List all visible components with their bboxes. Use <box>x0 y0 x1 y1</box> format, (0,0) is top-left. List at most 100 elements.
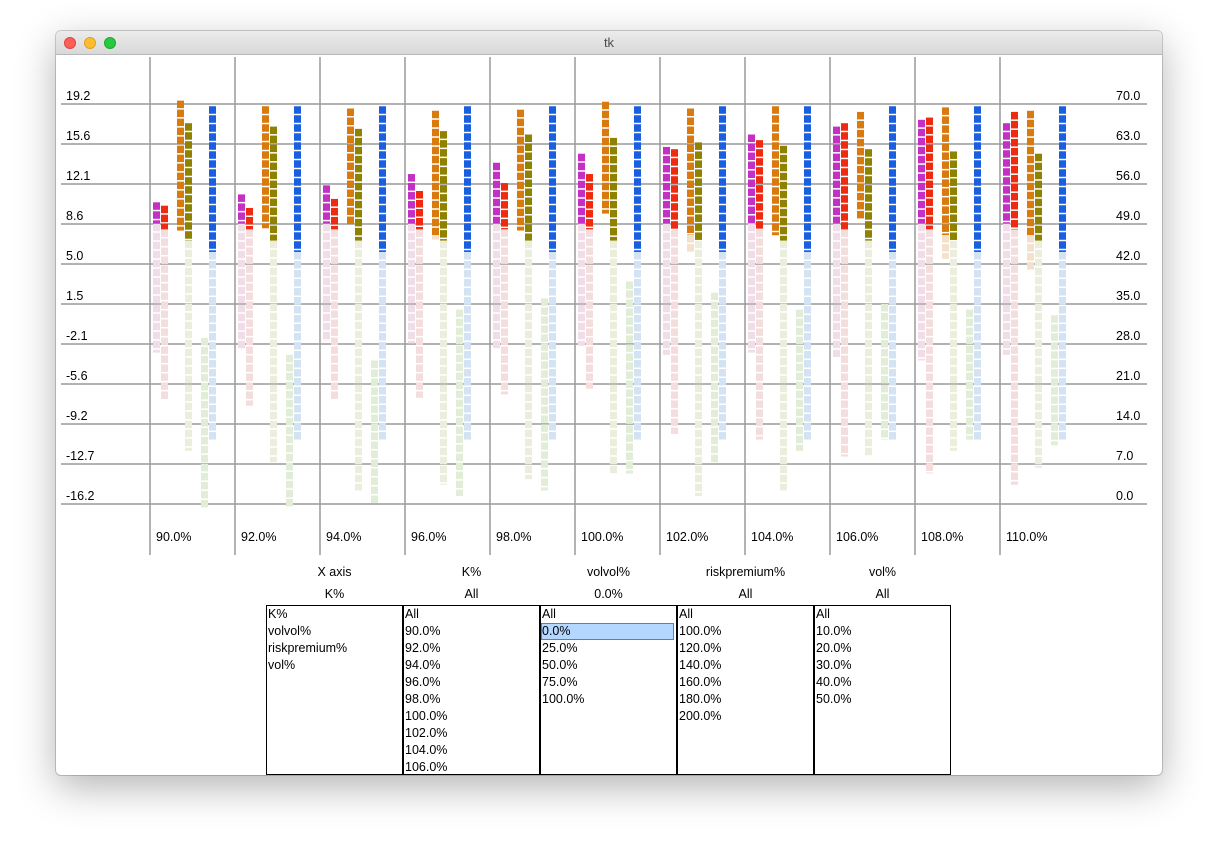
list-item[interactable]: 10.0% <box>816 624 852 638</box>
bar-block <box>634 142 641 150</box>
bar-block-pale <box>408 304 415 313</box>
series-red-bar <box>161 205 168 399</box>
list-item[interactable]: 92.0% <box>405 641 441 655</box>
list-item[interactable]: 96.0% <box>405 675 441 689</box>
riskpremium-list[interactable]: All 100.0% 120.0% 140.0% 160.0% 180.0% 200.0% <box>677 605 814 775</box>
bar-block <box>262 178 269 186</box>
list-item[interactable]: volvol% <box>268 624 312 638</box>
series-orange-bar <box>942 107 949 259</box>
k-list[interactable]: All 90.0% 92.0% 94.0% 96.0% 98.0% 100.0% 102.0%… <box>403 605 540 775</box>
list-item[interactable]: 30.0% <box>816 658 852 672</box>
list-item[interactable]: 106.0% <box>405 760 448 774</box>
bar-block <box>525 188 532 197</box>
bar-block-pale <box>578 259 585 268</box>
list-item[interactable]: riskpremium% <box>268 641 348 655</box>
category-label: 98.0% <box>496 530 531 544</box>
bar-block <box>748 188 755 197</box>
list-item[interactable]: 160.0% <box>679 675 722 689</box>
bar-block-pale <box>1011 265 1018 273</box>
vol-list[interactable]: All 10.0% 20.0% 30.0% 40.0% 50.0% <box>814 605 951 775</box>
bar-block <box>780 154 787 163</box>
volvol-list[interactable]: All 0.0% 25.0% 50.0% 75.0% 100.0% <box>540 605 677 775</box>
bar-block-pale <box>756 238 763 246</box>
bar-block-pale <box>881 313 888 321</box>
list-item[interactable]: 40.0% <box>816 675 852 689</box>
bar-block-pale <box>355 474 362 483</box>
bar-block-pale <box>804 261 811 269</box>
bar-block <box>549 196 556 204</box>
bar-block <box>719 187 726 195</box>
bar-block-pale <box>841 292 848 300</box>
list-item[interactable]: All <box>816 607 830 621</box>
list-item[interactable]: 120.0% <box>679 641 722 655</box>
series-orange-bar <box>1027 110 1034 270</box>
bar-block-pale <box>549 405 556 413</box>
list-item[interactable]: 100.0% <box>542 692 585 706</box>
list-item[interactable]: All <box>405 607 419 621</box>
bar-block-pale <box>331 373 338 381</box>
list-item[interactable]: 104.0% <box>405 743 448 757</box>
bar-block-pale <box>161 337 168 345</box>
series-orange-bar <box>857 111 864 219</box>
list-item[interactable]: 50.0% <box>542 658 578 672</box>
list-item[interactable]: 90.0% <box>405 624 441 638</box>
list-item[interactable]: 25.0% <box>542 641 578 655</box>
bar-block-pale <box>578 268 585 277</box>
list-item[interactable]: vol% <box>268 658 296 672</box>
bar-block <box>549 232 556 240</box>
bar-block-pale <box>974 288 981 296</box>
close-window-button[interactable] <box>64 37 76 49</box>
bar-block-pale <box>1051 405 1058 413</box>
list-item[interactable]: All <box>542 607 556 621</box>
bar-block-pale <box>246 238 253 246</box>
bar-block <box>262 196 269 204</box>
bar-block-pale <box>926 319 933 327</box>
bar-block-pale <box>926 418 933 426</box>
bar-block-pale <box>294 396 301 404</box>
list-item[interactable]: K% <box>268 607 288 621</box>
bar-block <box>772 151 779 159</box>
bar-block-pale <box>355 321 362 330</box>
right-tick-label: 49.0 <box>1116 209 1140 223</box>
bar-block <box>262 223 269 229</box>
bar-block <box>323 221 330 224</box>
bar-block <box>549 169 556 177</box>
bar-block-pale <box>209 270 216 278</box>
list-item[interactable]: 100.0% <box>405 709 448 723</box>
bar-block-pale <box>1011 247 1018 255</box>
bar-block <box>578 189 585 198</box>
list-item[interactable]: 94.0% <box>405 658 441 672</box>
minimize-window-button[interactable] <box>84 37 96 49</box>
list-item[interactable]: All <box>679 607 693 621</box>
bar-block <box>294 160 301 168</box>
bar-block-pale <box>889 306 896 314</box>
list-item[interactable]: 98.0% <box>405 692 441 706</box>
list-item[interactable]: 50.0% <box>816 692 852 706</box>
list-item[interactable]: 0.0% <box>541 623 674 640</box>
bar-block <box>379 196 386 204</box>
list-item[interactable]: 20.0% <box>816 641 852 655</box>
bar-block <box>347 198 354 207</box>
zoom-window-button[interactable] <box>104 37 116 49</box>
list-item[interactable]: 100.0% <box>679 624 722 638</box>
bar-block-pale <box>663 223 670 232</box>
bar-block-pale <box>833 349 840 358</box>
bar-block-pale <box>719 252 726 260</box>
bar-block-pale <box>331 283 338 291</box>
bar-block-pale <box>926 355 933 363</box>
bar-block-pale <box>780 465 787 474</box>
bar-block <box>918 137 925 146</box>
bar-block <box>1059 151 1066 159</box>
list-item[interactable]: 75.0% <box>542 675 578 689</box>
list-item[interactable]: 200.0% <box>679 709 722 723</box>
bar-block <box>501 183 508 191</box>
bar-block-pale <box>1011 292 1018 300</box>
bar-block-pale <box>355 402 362 411</box>
bar-block-pale <box>780 456 787 465</box>
bar-block <box>379 124 386 132</box>
list-item[interactable]: 140.0% <box>679 658 722 672</box>
bar-block-pale <box>246 247 253 255</box>
list-item[interactable]: 102.0% <box>405 726 448 740</box>
xaxis-list[interactable]: K% volvol% riskpremium% vol% <box>266 605 403 775</box>
list-item[interactable]: 180.0% <box>679 692 722 706</box>
